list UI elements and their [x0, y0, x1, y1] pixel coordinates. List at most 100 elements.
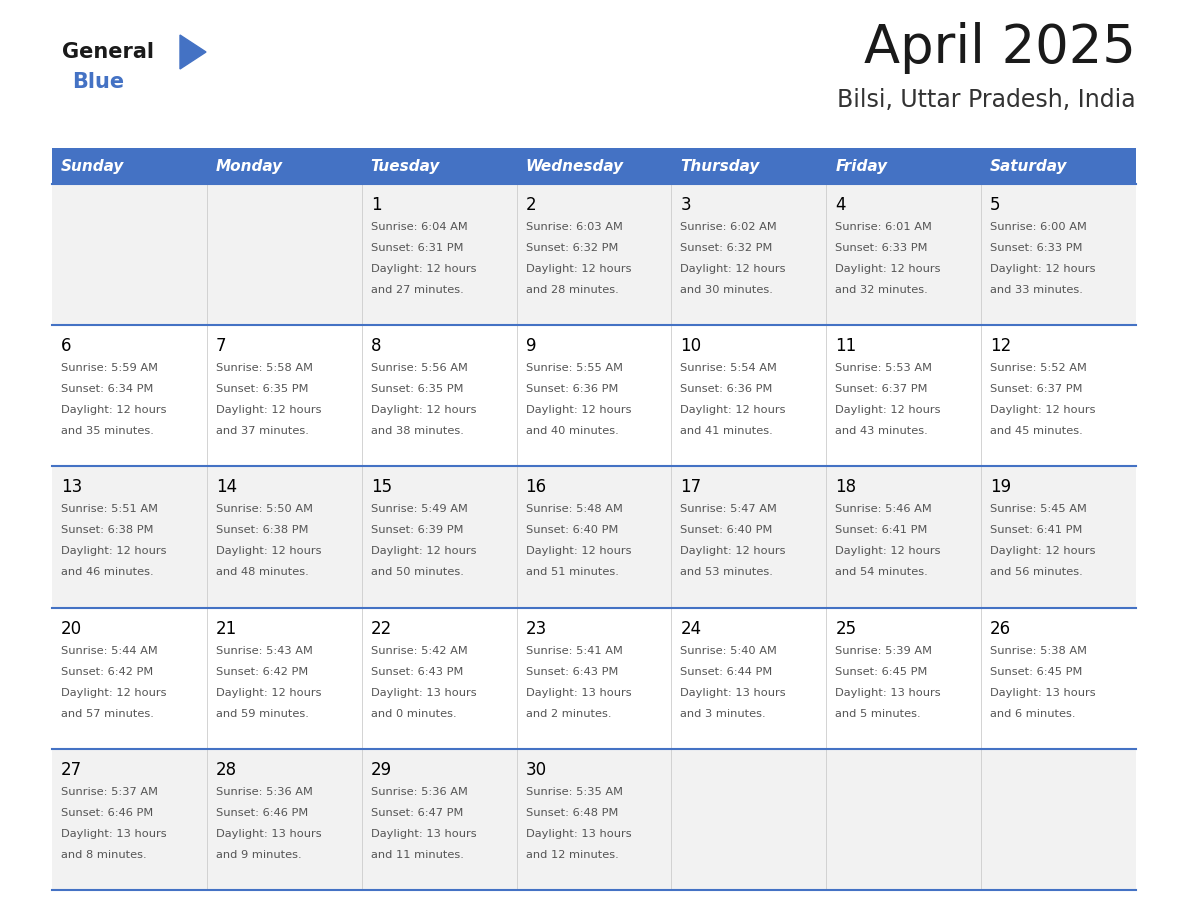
- Text: 1: 1: [371, 196, 381, 214]
- Text: Sunrise: 5:51 AM: Sunrise: 5:51 AM: [61, 504, 158, 514]
- Text: Sunset: 6:38 PM: Sunset: 6:38 PM: [216, 525, 309, 535]
- Text: Sunset: 6:37 PM: Sunset: 6:37 PM: [990, 385, 1082, 394]
- Text: Sunset: 6:40 PM: Sunset: 6:40 PM: [681, 525, 773, 535]
- Text: and 46 minutes.: and 46 minutes.: [61, 567, 153, 577]
- Text: Sunrise: 5:36 AM: Sunrise: 5:36 AM: [371, 787, 468, 797]
- Text: 13: 13: [61, 478, 82, 497]
- Text: and 35 minutes.: and 35 minutes.: [61, 426, 154, 436]
- Bar: [361, 148, 517, 184]
- Text: Sunset: 6:43 PM: Sunset: 6:43 PM: [371, 666, 463, 677]
- Text: Sunrise: 5:54 AM: Sunrise: 5:54 AM: [681, 364, 777, 374]
- Text: and 38 minutes.: and 38 minutes.: [371, 426, 463, 436]
- Text: and 33 minutes.: and 33 minutes.: [990, 285, 1083, 295]
- Text: 29: 29: [371, 761, 392, 778]
- Text: and 54 minutes.: and 54 minutes.: [835, 567, 928, 577]
- Text: Sunrise: 5:39 AM: Sunrise: 5:39 AM: [835, 645, 933, 655]
- Text: and 43 minutes.: and 43 minutes.: [835, 426, 928, 436]
- Text: 12: 12: [990, 337, 1011, 355]
- Text: Sunset: 6:40 PM: Sunset: 6:40 PM: [525, 525, 618, 535]
- Text: Sunset: 6:38 PM: Sunset: 6:38 PM: [61, 525, 153, 535]
- Text: Sunrise: 6:02 AM: Sunrise: 6:02 AM: [681, 222, 777, 232]
- Text: Sunrise: 5:59 AM: Sunrise: 5:59 AM: [61, 364, 158, 374]
- Text: and 6 minutes.: and 6 minutes.: [990, 709, 1075, 719]
- Text: Daylight: 12 hours: Daylight: 12 hours: [681, 405, 786, 415]
- Text: Daylight: 12 hours: Daylight: 12 hours: [61, 546, 166, 556]
- Text: Saturday: Saturday: [990, 159, 1068, 174]
- Text: Sunset: 6:35 PM: Sunset: 6:35 PM: [216, 385, 309, 394]
- Text: Sunset: 6:33 PM: Sunset: 6:33 PM: [835, 243, 928, 253]
- Text: Daylight: 12 hours: Daylight: 12 hours: [990, 264, 1095, 274]
- Text: Sunrise: 5:53 AM: Sunrise: 5:53 AM: [835, 364, 933, 374]
- Text: 10: 10: [681, 337, 702, 355]
- Text: 20: 20: [61, 620, 82, 638]
- Text: Sunrise: 5:48 AM: Sunrise: 5:48 AM: [525, 504, 623, 514]
- Text: Sunrise: 5:35 AM: Sunrise: 5:35 AM: [525, 787, 623, 797]
- Text: and 12 minutes.: and 12 minutes.: [525, 850, 618, 860]
- Text: Daylight: 12 hours: Daylight: 12 hours: [990, 546, 1095, 556]
- Bar: [981, 148, 1136, 184]
- Text: Sunrise: 5:49 AM: Sunrise: 5:49 AM: [371, 504, 468, 514]
- Text: and 45 minutes.: and 45 minutes.: [990, 426, 1083, 436]
- Text: Sunrise: 5:40 AM: Sunrise: 5:40 AM: [681, 645, 777, 655]
- Text: Sunrise: 5:52 AM: Sunrise: 5:52 AM: [990, 364, 1087, 374]
- Text: Sunrise: 5:58 AM: Sunrise: 5:58 AM: [216, 364, 312, 374]
- Text: Sunrise: 6:04 AM: Sunrise: 6:04 AM: [371, 222, 467, 232]
- Text: and 56 minutes.: and 56 minutes.: [990, 567, 1083, 577]
- Text: Wednesday: Wednesday: [525, 159, 624, 174]
- Bar: [52, 466, 1136, 608]
- Text: and 8 minutes.: and 8 minutes.: [61, 850, 146, 860]
- Text: and 50 minutes.: and 50 minutes.: [371, 567, 463, 577]
- Text: Daylight: 12 hours: Daylight: 12 hours: [61, 688, 166, 698]
- Text: Daylight: 12 hours: Daylight: 12 hours: [525, 405, 631, 415]
- Text: Daylight: 12 hours: Daylight: 12 hours: [216, 405, 322, 415]
- Text: Daylight: 12 hours: Daylight: 12 hours: [216, 546, 322, 556]
- Text: Sunset: 6:47 PM: Sunset: 6:47 PM: [371, 808, 463, 818]
- Text: Daylight: 12 hours: Daylight: 12 hours: [61, 405, 166, 415]
- Text: Daylight: 12 hours: Daylight: 12 hours: [835, 546, 941, 556]
- Text: Sunset: 6:36 PM: Sunset: 6:36 PM: [525, 385, 618, 394]
- Text: Sunset: 6:35 PM: Sunset: 6:35 PM: [371, 385, 463, 394]
- Text: Daylight: 12 hours: Daylight: 12 hours: [371, 264, 476, 274]
- Text: Friday: Friday: [835, 159, 887, 174]
- Bar: [52, 148, 207, 184]
- Text: Sunrise: 5:56 AM: Sunrise: 5:56 AM: [371, 364, 468, 374]
- Text: Sunrise: 5:37 AM: Sunrise: 5:37 AM: [61, 787, 158, 797]
- Bar: [671, 148, 827, 184]
- Text: Daylight: 12 hours: Daylight: 12 hours: [525, 264, 631, 274]
- Text: 3: 3: [681, 196, 691, 214]
- Text: Sunrise: 5:47 AM: Sunrise: 5:47 AM: [681, 504, 777, 514]
- Text: 18: 18: [835, 478, 857, 497]
- Text: 28: 28: [216, 761, 236, 778]
- Text: Blue: Blue: [72, 72, 124, 92]
- Text: Sunset: 6:45 PM: Sunset: 6:45 PM: [835, 666, 928, 677]
- Text: April 2025: April 2025: [864, 22, 1136, 74]
- Text: 6: 6: [61, 337, 71, 355]
- Text: and 30 minutes.: and 30 minutes.: [681, 285, 773, 295]
- Text: and 51 minutes.: and 51 minutes.: [525, 567, 619, 577]
- Text: Daylight: 13 hours: Daylight: 13 hours: [371, 688, 476, 698]
- Bar: [52, 749, 1136, 890]
- Text: Sunset: 6:34 PM: Sunset: 6:34 PM: [61, 385, 153, 394]
- Text: Sunrise: 6:00 AM: Sunrise: 6:00 AM: [990, 222, 1087, 232]
- Text: and 40 minutes.: and 40 minutes.: [525, 426, 618, 436]
- Polygon shape: [181, 35, 206, 69]
- Text: Daylight: 13 hours: Daylight: 13 hours: [990, 688, 1095, 698]
- Text: Sunrise: 5:45 AM: Sunrise: 5:45 AM: [990, 504, 1087, 514]
- Text: Sunrise: 5:41 AM: Sunrise: 5:41 AM: [525, 645, 623, 655]
- Text: 25: 25: [835, 620, 857, 638]
- Text: Sunset: 6:46 PM: Sunset: 6:46 PM: [61, 808, 153, 818]
- Text: and 9 minutes.: and 9 minutes.: [216, 850, 302, 860]
- Text: 30: 30: [525, 761, 546, 778]
- Text: 26: 26: [990, 620, 1011, 638]
- Text: Daylight: 12 hours: Daylight: 12 hours: [371, 546, 476, 556]
- Text: Daylight: 12 hours: Daylight: 12 hours: [681, 264, 786, 274]
- Text: 19: 19: [990, 478, 1011, 497]
- Text: Sunset: 6:44 PM: Sunset: 6:44 PM: [681, 666, 772, 677]
- Text: 14: 14: [216, 478, 236, 497]
- Text: Tuesday: Tuesday: [371, 159, 440, 174]
- Text: 24: 24: [681, 620, 702, 638]
- Text: Sunrise: 6:03 AM: Sunrise: 6:03 AM: [525, 222, 623, 232]
- Text: Daylight: 13 hours: Daylight: 13 hours: [216, 829, 322, 839]
- Text: 22: 22: [371, 620, 392, 638]
- Text: and 11 minutes.: and 11 minutes.: [371, 850, 463, 860]
